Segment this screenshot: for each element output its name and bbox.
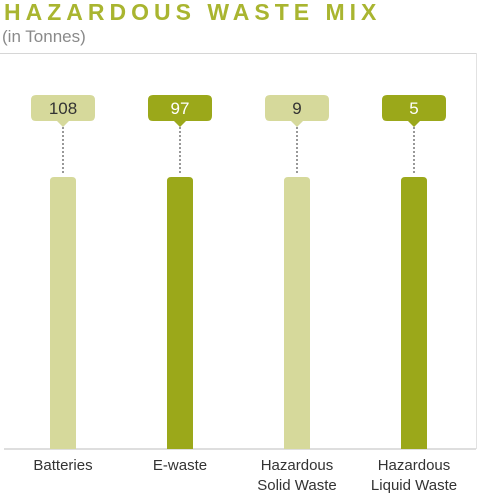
value-label-4: 5: [409, 99, 418, 118]
category-label-3: Hazardous Solid Waste: [257, 457, 337, 494]
chart-title: HAZARDOUS WASTE MIX: [4, 0, 382, 25]
value-bubble-2: [148, 95, 212, 127]
value-label-2: 97: [171, 99, 190, 118]
category-label-2: E-waste: [152, 457, 208, 474]
value-bubble-3: [265, 95, 329, 127]
category-label-1: Batteries: [33, 457, 93, 474]
right-divider: [476, 53, 477, 449]
category-label-4: Hazardous Liquid Waste: [370, 457, 458, 494]
bar-4: [401, 177, 427, 449]
value-label-1: 108: [49, 99, 77, 118]
chart-subtitle: (in Tonnes): [2, 27, 86, 46]
bar-1: [50, 177, 76, 449]
bar-3: [284, 177, 310, 449]
value-bubble-1: [31, 95, 95, 127]
value-bubble-4: [382, 95, 446, 127]
top-divider: [0, 53, 476, 54]
value-label-3: 9: [292, 99, 301, 118]
bar-2: [167, 177, 193, 449]
